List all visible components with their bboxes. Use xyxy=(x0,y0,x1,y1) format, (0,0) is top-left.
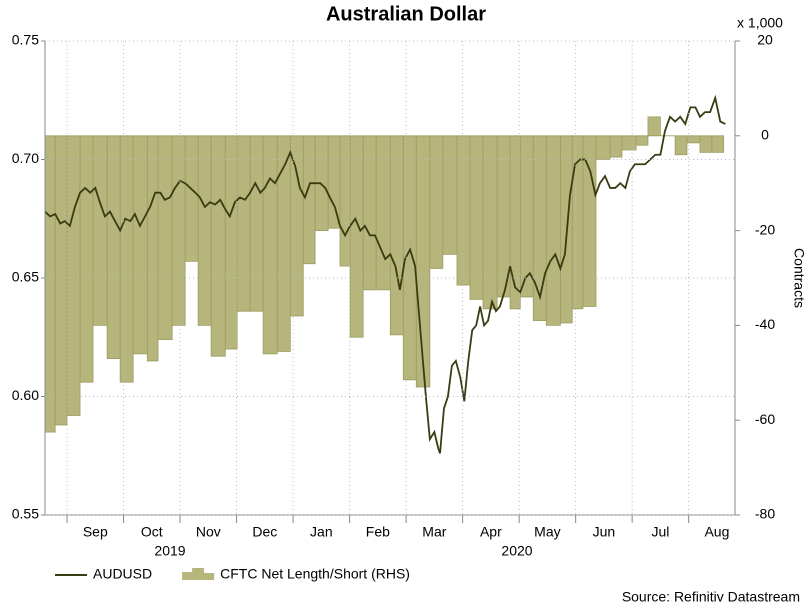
x-tick-label: Feb xyxy=(366,524,390,540)
chart-title: Australian Dollar xyxy=(326,3,486,25)
y2-tick-label: -20 xyxy=(755,221,775,237)
x-tick-label: Dec xyxy=(252,524,277,540)
x-tick-label: Nov xyxy=(196,524,221,540)
x-tick-label: Mar xyxy=(422,524,446,540)
x-tick-label: Jun xyxy=(593,524,616,540)
year-label: 2019 xyxy=(154,543,185,559)
source: Source: Refinitiv Datastream xyxy=(622,589,800,605)
x-tick-label: Jan xyxy=(310,524,333,540)
x-tick-label: Aug xyxy=(704,524,729,540)
y2-tick-label: 20 xyxy=(757,32,773,48)
x-tick-label: Jul xyxy=(651,524,669,540)
y2-tick-label: 0 xyxy=(761,127,769,143)
y2-tick-label: -60 xyxy=(755,411,775,427)
y2-tick-label: -80 xyxy=(755,506,775,522)
y2-axis-label: Contracts xyxy=(791,248,807,308)
legend-label: CFTC Net Length/Short (RHS) xyxy=(220,566,410,582)
y2-tick-label: -40 xyxy=(755,316,775,332)
y2-multiplier: x 1,000 xyxy=(737,15,783,31)
y-tick-label: 0.75 xyxy=(12,32,39,48)
y-tick-label: 0.65 xyxy=(12,269,39,285)
x-tick-label: May xyxy=(534,524,560,540)
y-tick-label: 0.55 xyxy=(12,506,39,522)
x-tick-label: Sep xyxy=(83,524,108,540)
legend-swatch xyxy=(182,568,215,580)
year-label: 2020 xyxy=(501,543,532,559)
y-tick-label: 0.70 xyxy=(12,150,39,166)
x-tick-label: Oct xyxy=(141,524,163,540)
x-tick-label: Apr xyxy=(480,524,502,540)
area xyxy=(44,116,725,433)
legend-label: AUDUSD xyxy=(93,566,152,582)
y-tick-label: 0.60 xyxy=(12,387,39,403)
